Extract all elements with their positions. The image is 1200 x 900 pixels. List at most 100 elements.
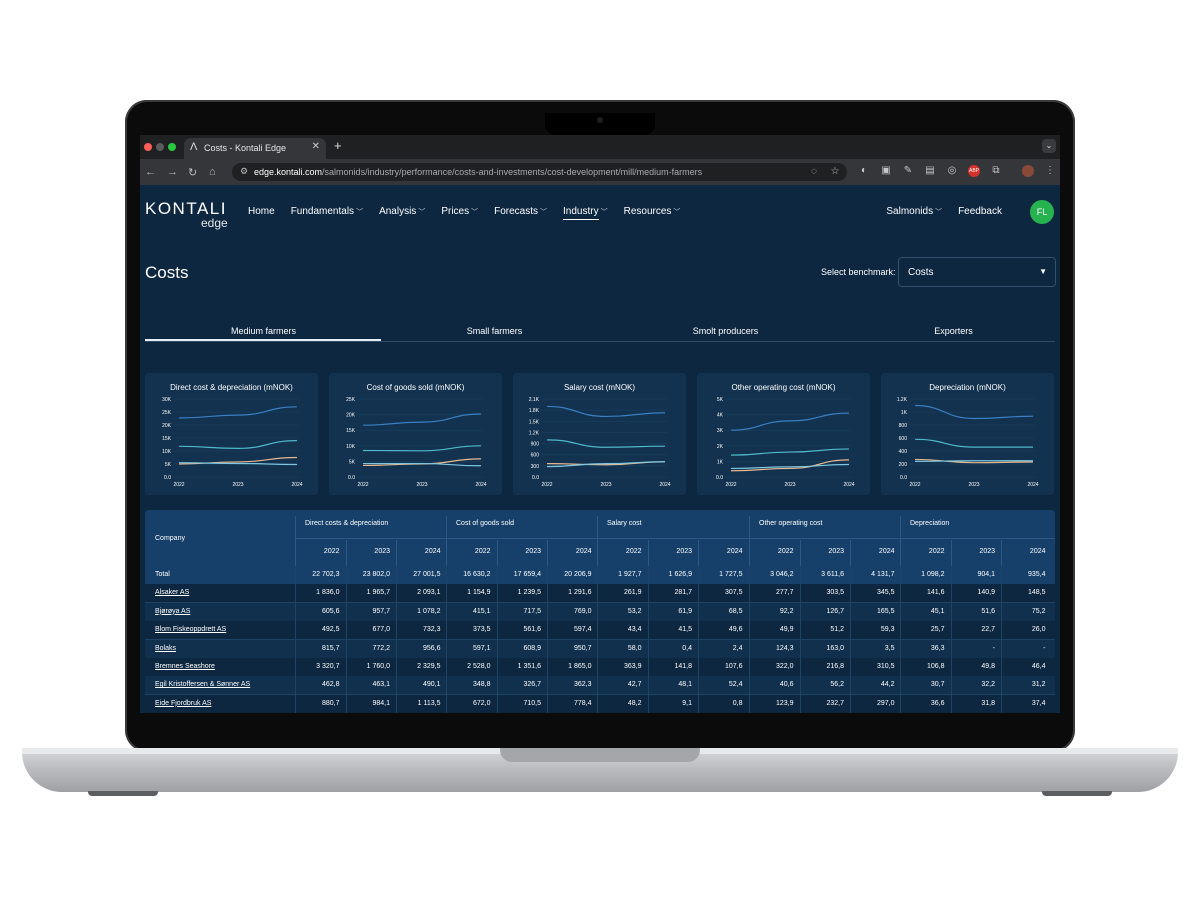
year-column-header[interactable]: 2022 bbox=[928, 548, 945, 555]
nav-industry[interactable]: Industry ﹀ bbox=[563, 206, 608, 220]
year-column-header[interactable]: 2022 bbox=[777, 548, 794, 555]
close-window-button[interactable] bbox=[144, 143, 152, 151]
camera-extension-icon[interactable]: ▣ bbox=[881, 165, 891, 176]
cell-divider bbox=[850, 694, 851, 713]
cell-divider bbox=[900, 602, 901, 621]
forward-arrow-icon[interactable]: → bbox=[167, 166, 178, 178]
eye-off-icon[interactable]: ◌ bbox=[811, 166, 817, 177]
year-column-header[interactable]: 2023 bbox=[374, 548, 390, 555]
tab-smolt-producers[interactable]: Smolt producers bbox=[692, 326, 759, 336]
y-tick-label: 5K bbox=[349, 459, 356, 465]
x-tick-label: 2024 bbox=[843, 482, 854, 488]
nav-prices[interactable]: Prices ﹀ bbox=[441, 206, 479, 217]
profile-avatar-icon[interactable] bbox=[1022, 165, 1034, 177]
nav-forecasts[interactable]: Forecasts ﹀ bbox=[494, 206, 548, 217]
adblock-extension-icon[interactable]: ABP bbox=[968, 165, 980, 177]
tab-small-farmers[interactable]: Small farmers bbox=[466, 326, 523, 336]
browser-tab[interactable]: Λ Costs - Kontali Edge ✕ bbox=[184, 138, 326, 159]
minimize-window-button[interactable] bbox=[156, 143, 164, 151]
table-cell: 22,7 bbox=[981, 626, 995, 634]
cell-divider bbox=[698, 658, 699, 676]
bookmark-star-icon[interactable]: ☆ bbox=[830, 166, 840, 177]
table-cell: 261,9 bbox=[623, 589, 642, 597]
year-divider bbox=[396, 540, 397, 566]
nav-home[interactable]: Home bbox=[248, 206, 275, 217]
table-cell: 32,2 bbox=[981, 681, 995, 689]
cell-divider bbox=[698, 602, 699, 621]
chatgpt-extension-icon[interactable]: ◎ bbox=[947, 165, 957, 176]
company-link[interactable]: Bremnes Seashore bbox=[155, 663, 215, 670]
year-column-header[interactable]: 2022 bbox=[625, 548, 642, 555]
species-selector[interactable]: Salmonids ﹀ bbox=[886, 206, 943, 217]
table-cell: 31,2 bbox=[1031, 681, 1046, 689]
table-cell: 31,8 bbox=[981, 699, 995, 707]
year-column-header[interactable]: 2024 bbox=[726, 548, 743, 555]
year-column-header[interactable]: 2024 bbox=[878, 548, 895, 555]
nav-resources[interactable]: Resources ﹀ bbox=[623, 206, 681, 217]
year-column-header[interactable]: 2024 bbox=[575, 548, 592, 555]
chart-title: Salary cost (mNOK) bbox=[563, 383, 636, 392]
notes-extension-icon[interactable]: ▤ bbox=[925, 165, 935, 176]
x-tick-label: 2024 bbox=[1027, 482, 1038, 488]
feedback-link[interactable]: Feedback bbox=[958, 206, 1002, 217]
table-cell: 2 329,5 bbox=[417, 663, 441, 670]
pen-extension-icon[interactable]: ✎ bbox=[903, 165, 913, 176]
cell-divider bbox=[698, 566, 699, 584]
cell-divider bbox=[900, 566, 901, 584]
company-link[interactable]: Egil Kristoffersen & Sønner AS bbox=[155, 681, 251, 689]
year-column-header[interactable]: 2023 bbox=[979, 548, 995, 555]
close-tab-icon[interactable]: ✕ bbox=[311, 141, 320, 152]
back-arrow-icon[interactable]: ← bbox=[145, 166, 156, 178]
tab-search-chevron-icon[interactable]: ⌄ bbox=[1042, 139, 1056, 153]
cell-divider bbox=[597, 602, 598, 621]
company-column-header[interactable]: Company bbox=[155, 535, 185, 542]
tab-medium-farmers[interactable]: Medium farmers bbox=[230, 326, 296, 336]
kontali-logo[interactable]: KONTALI edge bbox=[145, 199, 228, 230]
column-group-header: Depreciation bbox=[910, 520, 950, 527]
address-bar[interactable]: ⚙ edge.kontali.com/salmonids/industry/pe… bbox=[232, 163, 847, 181]
company-link[interactable]: Bjørøya AS bbox=[155, 607, 191, 615]
cell-divider bbox=[850, 658, 851, 676]
y-tick-label: 0.0 bbox=[532, 475, 539, 481]
cell-divider bbox=[950, 621, 952, 640]
table-cell: 51,6 bbox=[981, 607, 995, 615]
cell-divider bbox=[345, 658, 347, 676]
cell-divider bbox=[446, 676, 447, 695]
company-link[interactable]: Eide Fjordbruk AS bbox=[155, 699, 212, 707]
year-column-header[interactable]: 2023 bbox=[525, 548, 541, 555]
extension-globe-icon[interactable]: ◐ bbox=[860, 165, 868, 176]
table-cell: 30,7 bbox=[930, 681, 945, 689]
tab-title: Costs - Kontali Edge bbox=[204, 143, 287, 153]
cell-divider bbox=[496, 602, 498, 621]
cell-divider bbox=[295, 621, 296, 640]
company-link[interactable]: Blom Fiskeoppdrett AS bbox=[155, 626, 227, 634]
table-cell: 216,8 bbox=[826, 663, 844, 670]
chevron-down-icon: ﹀ bbox=[600, 209, 608, 216]
column-group-header: Salary cost bbox=[607, 520, 642, 527]
table-cell: 297,0 bbox=[876, 699, 895, 707]
year-column-header[interactable]: 2024 bbox=[424, 548, 441, 555]
cell-divider bbox=[396, 639, 397, 658]
home-icon[interactable]: ⌂ bbox=[209, 166, 216, 178]
caret-down-icon: ▼ bbox=[1039, 267, 1047, 276]
series-line-1 bbox=[730, 412, 850, 431]
reload-icon[interactable]: ↻ bbox=[188, 167, 198, 179]
year-column-header[interactable]: 2022 bbox=[323, 548, 340, 555]
site-info-icon[interactable]: ⚙ bbox=[240, 166, 249, 176]
company-link[interactable]: Bolaks bbox=[155, 644, 177, 652]
company-link[interactable]: Alsaker AS bbox=[155, 589, 190, 597]
year-column-header[interactable]: 2024 bbox=[1029, 548, 1046, 555]
year-column-header[interactable]: 2023 bbox=[828, 548, 844, 555]
puzzle-extensions-icon[interactable]: ⧉ bbox=[992, 165, 1000, 176]
more-menu-icon[interactable]: ⋮ bbox=[1045, 165, 1055, 176]
user-avatar[interactable]: FL bbox=[1030, 200, 1054, 224]
x-tick-label: 2022 bbox=[909, 482, 920, 488]
nav-analysis[interactable]: Analysis ﹀ bbox=[379, 206, 426, 217]
new-tab-button[interactable]: + bbox=[334, 138, 342, 153]
year-column-header[interactable]: 2022 bbox=[474, 548, 491, 555]
year-column-header[interactable]: 2023 bbox=[676, 548, 692, 555]
benchmark-select[interactable]: Costs ▼ bbox=[898, 257, 1056, 287]
maximize-window-button[interactable] bbox=[168, 143, 176, 151]
tab-exporters[interactable]: Exporters bbox=[934, 326, 973, 336]
nav-fundamentals[interactable]: Fundamentals ﹀ bbox=[290, 206, 364, 217]
